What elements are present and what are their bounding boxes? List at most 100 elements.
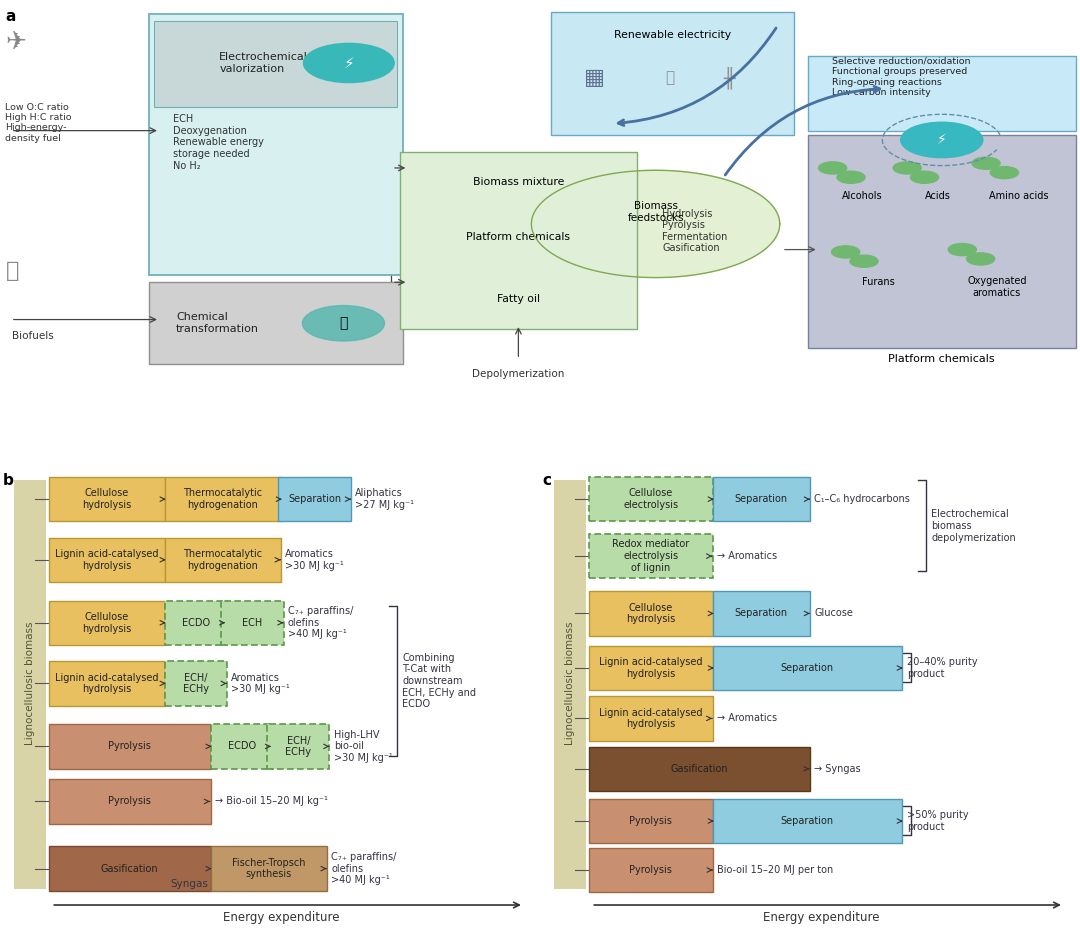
Text: Electrochemical
valorization: Electrochemical valorization	[219, 52, 308, 74]
FancyBboxPatch shape	[164, 537, 281, 582]
FancyBboxPatch shape	[49, 779, 211, 824]
Text: ⚡: ⚡	[343, 55, 354, 71]
Text: Acids: Acids	[924, 191, 950, 201]
FancyBboxPatch shape	[164, 477, 281, 522]
FancyBboxPatch shape	[808, 56, 1076, 131]
Circle shape	[972, 157, 1000, 169]
Text: C₁–C₆ hydrocarbons: C₁–C₆ hydrocarbons	[814, 494, 910, 504]
Text: Renewable electricity: Renewable electricity	[613, 30, 731, 40]
FancyBboxPatch shape	[808, 135, 1076, 348]
Text: Alcohols: Alcohols	[841, 191, 882, 201]
FancyBboxPatch shape	[279, 477, 351, 522]
Text: Pyrolysis: Pyrolysis	[630, 816, 672, 826]
Text: Glucose: Glucose	[814, 608, 853, 619]
Text: ECDO: ECDO	[181, 618, 210, 628]
Text: Lignocellulosic biomass: Lignocellulosic biomass	[565, 621, 575, 745]
Text: Electrochemical
biomass
depolymerization: Electrochemical biomass depolymerization	[931, 509, 1016, 543]
Text: Biomass
feedstocks: Biomass feedstocks	[627, 202, 684, 223]
Text: 🧪: 🧪	[339, 316, 348, 330]
FancyBboxPatch shape	[589, 696, 713, 741]
Text: Platform chemicals: Platform chemicals	[889, 355, 995, 364]
FancyBboxPatch shape	[713, 646, 902, 690]
Text: Cellulose
electrolysis: Cellulose electrolysis	[623, 488, 678, 510]
Text: Fatty oil: Fatty oil	[497, 294, 540, 304]
Text: ✈: ✈	[5, 30, 26, 54]
Circle shape	[948, 244, 976, 256]
FancyBboxPatch shape	[713, 592, 810, 635]
FancyBboxPatch shape	[164, 601, 227, 645]
FancyBboxPatch shape	[49, 477, 164, 522]
Circle shape	[967, 253, 995, 265]
Text: ⚡: ⚡	[936, 132, 947, 147]
Text: >50% purity
product: >50% purity product	[907, 810, 969, 832]
Text: Pyrolysis: Pyrolysis	[108, 742, 151, 751]
Circle shape	[837, 172, 865, 183]
Text: c: c	[543, 474, 552, 489]
Text: Gasification: Gasification	[671, 764, 728, 773]
Text: Platform chemicals: Platform chemicals	[467, 232, 570, 242]
FancyBboxPatch shape	[589, 592, 713, 635]
FancyBboxPatch shape	[713, 477, 810, 522]
Text: Lignin acid-catalysed
hydrolysis: Lignin acid-catalysed hydrolysis	[599, 707, 702, 730]
FancyBboxPatch shape	[149, 282, 403, 364]
Text: ECH/
ECHy: ECH/ ECHy	[285, 735, 311, 758]
FancyBboxPatch shape	[589, 477, 713, 522]
Circle shape	[832, 246, 860, 258]
FancyBboxPatch shape	[221, 601, 283, 645]
Text: → Syngas: → Syngas	[814, 764, 861, 773]
Text: High-LHV
bio-oil
>30 MJ kg⁻¹: High-LHV bio-oil >30 MJ kg⁻¹	[334, 730, 392, 763]
Text: Hydrolysis
Pyrolysis
Fermentation
Gasification: Hydrolysis Pyrolysis Fermentation Gasifi…	[662, 208, 728, 254]
Text: a: a	[5, 9, 16, 24]
Circle shape	[910, 172, 939, 183]
Circle shape	[901, 122, 983, 158]
Text: Syngas: Syngas	[170, 879, 208, 889]
FancyBboxPatch shape	[49, 601, 164, 645]
FancyBboxPatch shape	[211, 724, 272, 769]
Text: Fischer-Tropsch
synthesis: Fischer-Tropsch synthesis	[232, 857, 306, 880]
Text: Amino acids: Amino acids	[988, 191, 1049, 201]
Text: Lignin acid-catalysed
hydrolysis: Lignin acid-catalysed hydrolysis	[55, 673, 159, 694]
Text: Separation: Separation	[734, 608, 788, 619]
FancyBboxPatch shape	[49, 537, 164, 582]
FancyBboxPatch shape	[589, 848, 713, 892]
Text: Biomass mixture: Biomass mixture	[473, 177, 564, 187]
FancyBboxPatch shape	[49, 661, 164, 705]
Text: ECH/
ECHy: ECH/ ECHy	[183, 673, 208, 694]
Text: 20–40% purity
product: 20–40% purity product	[907, 657, 977, 679]
Text: Aliphatics
>27 MJ kg⁻¹: Aliphatics >27 MJ kg⁻¹	[355, 488, 415, 510]
FancyBboxPatch shape	[49, 724, 211, 769]
Text: Chemical
transformation: Chemical transformation	[176, 313, 259, 334]
Text: Bio-oil 15–20 MJ per ton: Bio-oil 15–20 MJ per ton	[717, 865, 834, 875]
Text: Energy expenditure: Energy expenditure	[222, 911, 339, 924]
Text: Furans: Furans	[862, 277, 894, 287]
Text: Oxygenated
aromatics: Oxygenated aromatics	[967, 276, 1027, 298]
FancyBboxPatch shape	[211, 846, 326, 891]
Text: Lignin acid-catalysed
hydrolysis: Lignin acid-catalysed hydrolysis	[599, 657, 702, 679]
Circle shape	[990, 167, 1018, 179]
FancyBboxPatch shape	[589, 746, 810, 791]
FancyBboxPatch shape	[49, 846, 211, 891]
Text: b: b	[2, 474, 14, 489]
Text: Selective reduction/oxidation
Functional groups preserved
Ring-opening reactions: Selective reduction/oxidation Functional…	[832, 57, 970, 97]
Text: 🚙: 🚙	[5, 260, 18, 281]
Text: Cellulose
hydrolysis: Cellulose hydrolysis	[82, 612, 132, 634]
FancyBboxPatch shape	[164, 661, 227, 705]
Circle shape	[819, 162, 847, 174]
FancyBboxPatch shape	[713, 799, 902, 843]
FancyBboxPatch shape	[268, 724, 329, 769]
Text: Separation: Separation	[288, 494, 341, 504]
Text: Gasification: Gasification	[100, 864, 159, 873]
FancyBboxPatch shape	[554, 480, 585, 888]
Text: Aromatics
>30 MJ kg⁻¹: Aromatics >30 MJ kg⁻¹	[231, 673, 289, 694]
Text: ▦: ▦	[583, 68, 605, 88]
Text: Combining
T-Cat with
downstream
ECH, ECHy and
ECDO: Combining T-Cat with downstream ECH, ECH…	[402, 653, 476, 709]
Text: Thermocatalytic
hydrogenation: Thermocatalytic hydrogenation	[184, 488, 262, 510]
Text: ╫: ╫	[724, 67, 734, 90]
FancyBboxPatch shape	[154, 21, 397, 107]
FancyBboxPatch shape	[589, 646, 713, 690]
Text: → Bio-oil 15–20 MJ kg⁻¹: → Bio-oil 15–20 MJ kg⁻¹	[215, 797, 328, 806]
FancyBboxPatch shape	[589, 534, 713, 578]
Polygon shape	[531, 171, 780, 277]
Circle shape	[302, 305, 384, 341]
Text: Low O:C ratio
High H:C ratio
High-energy-
density fuel: Low O:C ratio High H:C ratio High-energy…	[5, 103, 72, 143]
